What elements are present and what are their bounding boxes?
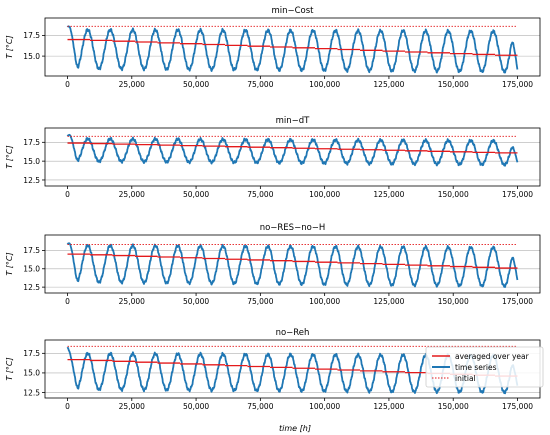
x-tick-label: 175,000 (502, 190, 533, 199)
y-axis-label: T [°C] (5, 357, 14, 380)
panel-1: min−Cost 15.0 17.5 0 25,000 50,000 75,000 100,0… (5, 6, 541, 89)
series-time-series (66, 133, 519, 167)
x-tick-label: 100,000 (309, 297, 340, 306)
y-tick-label: 15.0 (23, 265, 40, 274)
x-tick-label: 100,000 (309, 80, 340, 89)
x-tick-label: 50,000 (183, 297, 209, 306)
plot-frame (44, 17, 541, 77)
y-tick-label: 17.5 (23, 138, 40, 147)
y-tick-label: 17.5 (23, 349, 40, 358)
x-axis-label: time [h] (279, 424, 311, 433)
panel-title: no−RES−no−H (260, 223, 326, 233)
y-axis-label: T [°C] (5, 145, 14, 168)
y-tick-label: 15.0 (23, 52, 40, 61)
x-tick-label: 150,000 (438, 402, 469, 411)
y-tick-label: 12.5 (23, 388, 40, 397)
y-tick-label: 12.5 (23, 176, 40, 185)
legend-label-initial: initial (455, 374, 476, 383)
x-tick-label: 0 (65, 402, 70, 411)
x-tick-label: 25,000 (119, 80, 145, 89)
panel-3: no−RES−no−H 12.5 15.0 17.5 0 25,000 50,000 75,0… (5, 223, 541, 306)
x-tick-label: 175,000 (502, 297, 533, 306)
plot-frame (44, 234, 541, 294)
panel-title: no−Reh (276, 328, 310, 338)
y-axis-label: T [°C] (5, 35, 14, 58)
x-tick-label: 50,000 (183, 190, 209, 199)
x-tick-label: 175,000 (502, 402, 533, 411)
y-tick-label: 15.0 (23, 369, 40, 378)
x-tick-label: 100,000 (309, 402, 340, 411)
y-tick-label: 17.5 (23, 31, 40, 40)
x-tick-label: 25,000 (119, 402, 145, 411)
x-tick-label: 150,000 (438, 80, 469, 89)
legend-frame (425, 346, 544, 388)
x-tick-label: 125,000 (373, 190, 404, 199)
x-tick-label: 25,000 (119, 297, 145, 306)
series-time-series (66, 242, 519, 288)
x-tick-label: 125,000 (373, 80, 404, 89)
x-tick-label: 75,000 (247, 80, 273, 89)
y-axis-label: T [°C] (5, 252, 14, 275)
legend-label-averaged: averaged over year (455, 352, 530, 361)
x-tick-label: 0 (65, 80, 70, 89)
x-tick-label: 75,000 (247, 297, 273, 306)
panel-title: min−dT (276, 116, 311, 126)
x-tick-label: 50,000 (183, 80, 209, 89)
panels: min−Cost 15.0 17.5 0 25,000 50,000 75,000 100,0… (5, 6, 541, 411)
legend-label-series: time series (455, 363, 497, 372)
x-tick-label: 100,000 (309, 190, 340, 199)
x-tick-label: 175,000 (502, 80, 533, 89)
panel-2: min−dT 12.5 15.0 17.5 0 25,000 50,000 75,000 100… (5, 116, 541, 199)
y-tick-label: 17.5 (23, 246, 40, 255)
y-tick-label: 12.5 (23, 283, 40, 292)
x-tick-label: 50,000 (183, 402, 209, 411)
plot-frame (44, 127, 541, 187)
x-tick-label: 25,000 (119, 190, 145, 199)
x-tick-label: 0 (65, 297, 70, 306)
legend: averaged over year time series initial (425, 346, 544, 388)
x-tick-label: 125,000 (373, 297, 404, 306)
x-tick-label: 75,000 (247, 190, 273, 199)
y-tick-label: 15.0 (23, 157, 40, 166)
x-tick-label: 125,000 (373, 402, 404, 411)
x-tick-label: 150,000 (438, 190, 469, 199)
x-tick-label: 75,000 (247, 402, 273, 411)
panel-title: min−Cost (271, 6, 314, 16)
x-tick-label: 0 (65, 190, 70, 199)
series-time-series (66, 25, 519, 74)
x-tick-label: 150,000 (438, 297, 469, 306)
